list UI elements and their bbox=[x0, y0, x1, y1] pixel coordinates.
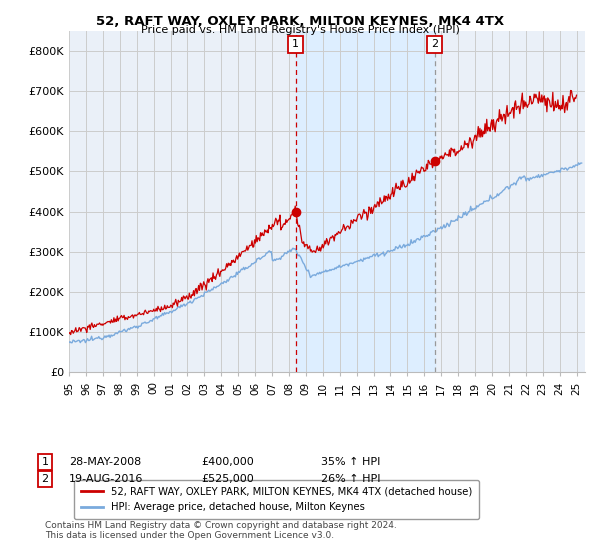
Text: 26% ↑ HPI: 26% ↑ HPI bbox=[321, 474, 380, 484]
Text: £400,000: £400,000 bbox=[201, 457, 254, 467]
Text: 28-MAY-2008: 28-MAY-2008 bbox=[69, 457, 141, 467]
Text: 52, RAFT WAY, OXLEY PARK, MILTON KEYNES, MK4 4TX: 52, RAFT WAY, OXLEY PARK, MILTON KEYNES,… bbox=[96, 15, 504, 27]
Text: 35% ↑ HPI: 35% ↑ HPI bbox=[321, 457, 380, 467]
Text: 1: 1 bbox=[41, 457, 49, 467]
Text: 19-AUG-2016: 19-AUG-2016 bbox=[69, 474, 143, 484]
Legend: 52, RAFT WAY, OXLEY PARK, MILTON KEYNES, MK4 4TX (detached house), HPI: Average : 52, RAFT WAY, OXLEY PARK, MILTON KEYNES,… bbox=[74, 480, 479, 519]
Text: 2: 2 bbox=[431, 39, 439, 49]
Text: Price paid vs. HM Land Registry's House Price Index (HPI): Price paid vs. HM Land Registry's House … bbox=[140, 25, 460, 35]
Text: 1: 1 bbox=[292, 39, 299, 49]
Text: Contains HM Land Registry data © Crown copyright and database right 2024.
This d: Contains HM Land Registry data © Crown c… bbox=[45, 521, 397, 540]
Text: 2: 2 bbox=[41, 474, 49, 484]
Bar bbox=[296, 31, 435, 372]
Text: £525,000: £525,000 bbox=[201, 474, 254, 484]
